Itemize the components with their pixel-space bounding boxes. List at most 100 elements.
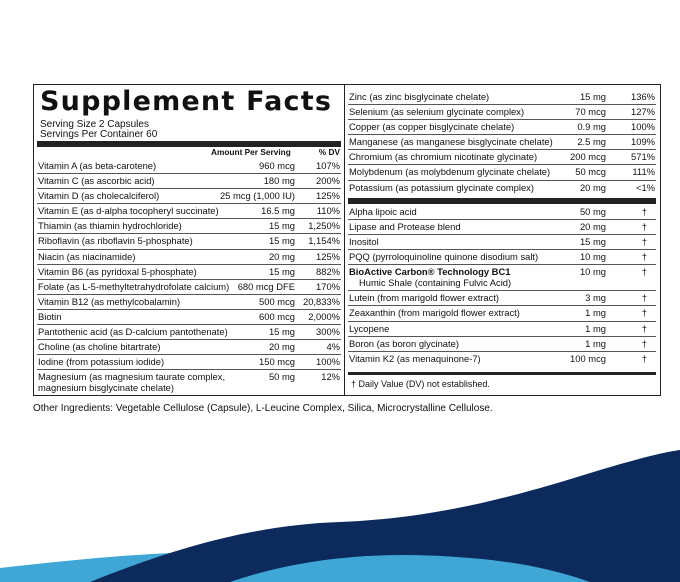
nutrient-name: Vitamin K2 (as menaquinone-7) [349, 352, 481, 364]
nutrient-amount: 15 mg [579, 91, 606, 102]
nutrient-dv: 12% [321, 371, 340, 383]
nutrient-row: PQQ (pyrroloquinoline quinone disodium s… [348, 250, 656, 266]
nutrient-row: BioActive Carbon® Technology BC1 Humic Sh… [348, 265, 656, 292]
nutrient-amount: 25 mcg (1,000 IU) [219, 190, 295, 202]
nutrient-row: Biotin 600 mcg 2,000% [37, 310, 341, 326]
nutrient-amount: 2.5 mg [577, 136, 606, 148]
nutrient-dv: 110% [316, 205, 340, 217]
nutrient-dv: 300% [316, 326, 340, 338]
nutrient-amount: 3 mg [585, 292, 606, 304]
nutrient-row: Niacin (as niacinamide) 20 mg 125% [37, 250, 341, 265]
nutrient-amount: 200 mcg [570, 151, 606, 163]
nutrient-amount: 20 mg [268, 250, 295, 262]
nutrient-row: Vitamin E (as d-alpha tocopheryl succina… [37, 204, 341, 220]
nutrient-name: Boron (as boron glycinate) [349, 337, 459, 349]
nutrient-name: Vitamin B12 (as methylcobalamin) [38, 295, 181, 307]
nutrient-name: Potassium (as potassium glycinate comple… [349, 181, 534, 193]
nutrient-row: Choline (as choline bitartrate) 20 mg 4% [37, 340, 341, 356]
nutrient-row: Lycopene 1 mg † [348, 322, 656, 337]
nutrient-dv: 107% [316, 160, 340, 171]
nutrient-row: Zeaxanthin (from marigold flower extract… [348, 306, 656, 322]
nutrient-dv: 127% [631, 106, 655, 118]
nutrient-name: Niacin (as niacinamide) [38, 250, 136, 262]
nutrient-amount: 50 mcg [575, 166, 606, 178]
nutrient-dv: 170% [316, 280, 340, 292]
nutrient-dv: 1,250% [308, 220, 340, 232]
amount-header: Amount Per Serving [211, 147, 291, 157]
nutrient-dv: 109% [631, 136, 655, 148]
panel-title: Supplement Facts [40, 86, 333, 117]
nutrient-row: Inositol 15 mg † [348, 235, 656, 251]
nutrient-name: Biotin [38, 310, 62, 322]
nutrient-dv: 4% [326, 341, 340, 353]
nutrient-amount: 20 mg [579, 221, 606, 233]
nutrient-dv: 2,000% [308, 310, 340, 322]
nutrient-amount: 50 mg [579, 206, 606, 217]
nutrient-amount: 15 mg [268, 220, 295, 232]
nutrient-row: Molybdenum (as molybdenum glycinate chel… [348, 165, 656, 181]
nutrient-row: Folate (as L-5-methyltetrahydrofolate ca… [37, 280, 341, 295]
other-rows: Alpha lipoic acid 50 mg † Lipase and Protea… [348, 205, 656, 367]
nutrient-amount: 180 mg [263, 175, 295, 187]
nutrient-dv: 136% [631, 91, 655, 102]
nutrient-amount: 100 mcg [570, 352, 606, 364]
nutrient-amount: 500 mcg [259, 295, 295, 307]
column-headers: Amount Per Serving % DV [37, 146, 341, 158]
nutrient-name: Selenium (as selenium glycinate complex) [349, 106, 525, 118]
nutrient-row: Selenium (as selenium glycinate complex)… [348, 105, 656, 121]
supplement-facts-panel: Supplement Facts Serving Size 2 Capsules… [33, 84, 661, 396]
mineral-rows: Zinc (as zinc bisglycinate chelate) 15 mg… [348, 90, 656, 196]
nutrient-name: PQQ (pyrroloquinoline quinone disodium s… [349, 251, 539, 263]
nutrient-dv: 100% [316, 356, 340, 368]
nutrient-name: Manganese (as manganese bisglycinate che… [349, 136, 553, 148]
left-column: Supplement Facts Serving Size 2 Capsules… [34, 85, 345, 395]
serving-size: Serving Size 2 Capsules [40, 119, 149, 130]
nutrient-amount: 600 mcg [259, 310, 295, 322]
servings-per-container: Servings Per Container 60 [40, 129, 158, 140]
nutrient-name: Pantothenic acid (as D-calcium pantothen… [38, 326, 228, 338]
nutrient-amount: 10 mg [579, 251, 606, 263]
nutrient-row: Zinc (as zinc bisglycinate chelate) 15 mg… [348, 90, 656, 106]
nutrient-name: Choline (as choline bitartrate) [38, 341, 161, 353]
dv-header: % DV [318, 147, 340, 157]
nutrient-dv: <1% [635, 181, 655, 193]
nutrient-row: Riboflavin (as riboflavin 5-phosphate) 15… [37, 234, 341, 250]
nutrient-name: Thiamin (as thiamin hydrochloride) [38, 220, 182, 232]
nutrient-name: Lycopene [349, 322, 390, 334]
nutrient-name: Inositol [349, 236, 379, 248]
vitamin-rows: Vitamin A (as beta-carotene) 960 mcg 107% V… [37, 159, 341, 396]
nutrient-dv: 1,154% [308, 235, 340, 247]
nutrient-name: Vitamin E (as d-alpha tocopheryl succina… [38, 205, 219, 217]
nutrient-amount: 0.9 mg [577, 121, 606, 133]
nutrient-name: Vitamin B6 (as pyridoxal 5-phosphate) [38, 265, 197, 277]
nutrient-row: Pantothenic acid (as D-calcium pantothen… [37, 325, 341, 341]
nutrient-name: Vitamin D (as cholecalciferol) [38, 190, 160, 202]
nutrient-name: Chromium (as chromium nicotinate glycina… [349, 151, 538, 163]
nutrient-row: Lutein (from marigold flower extract) 3 m… [348, 291, 656, 307]
nutrient-row: Alpha lipoic acid 50 mg † [348, 205, 656, 221]
nutrient-row: Vitamin K2 (as menaquinone-7) 100 mcg † [348, 352, 656, 367]
nutrient-name: Vitamin C (as ascorbic acid) [38, 175, 155, 187]
nutrient-amount: 1 mg [585, 322, 606, 334]
nutrient-amount: 15 mg [268, 235, 295, 247]
nutrient-dv: 100% [631, 121, 655, 133]
nutrient-name: Zinc (as zinc bisglycinate chelate) [349, 91, 490, 102]
nutrient-name: Lipase and Protease blend [349, 221, 461, 233]
nutrient-name: Magnesium (as magnesium taurate complex,… [38, 371, 226, 394]
nutrient-row: Vitamin D (as cholecalciferol) 25 mcg (1,… [37, 189, 341, 205]
nutrient-name: BioActive Carbon® Technology BC1 Humic Sh… [349, 266, 511, 288]
footer-divider [348, 372, 656, 375]
nutrient-name: Iodine (from potassium iodide) [38, 356, 165, 368]
nutrient-dv: 571% [631, 151, 655, 163]
nutrient-dv: 125% [316, 250, 340, 262]
nutrient-amount: 1 mg [585, 337, 606, 349]
nutrient-row: Boron (as boron glycinate) 1 mg † [348, 337, 656, 352]
nutrient-row: Thiamin (as thiamin hydrochloride) 15 mg 1… [37, 219, 341, 235]
nutrient-dv: † [641, 307, 647, 319]
nutrient-row: Vitamin A (as beta-carotene) 960 mcg 107% [37, 159, 341, 175]
nutrient-amount: 20 mg [579, 181, 606, 193]
nutrient-name-bold: BioActive Carbon® Technology BC1 [349, 266, 511, 278]
nutrient-dv: 200% [316, 175, 340, 187]
nutrient-row: Vitamin C (as ascorbic acid) 180 mg 200% [37, 174, 341, 190]
nutrient-row: Potassium (as potassium glycinate comple… [348, 181, 656, 196]
